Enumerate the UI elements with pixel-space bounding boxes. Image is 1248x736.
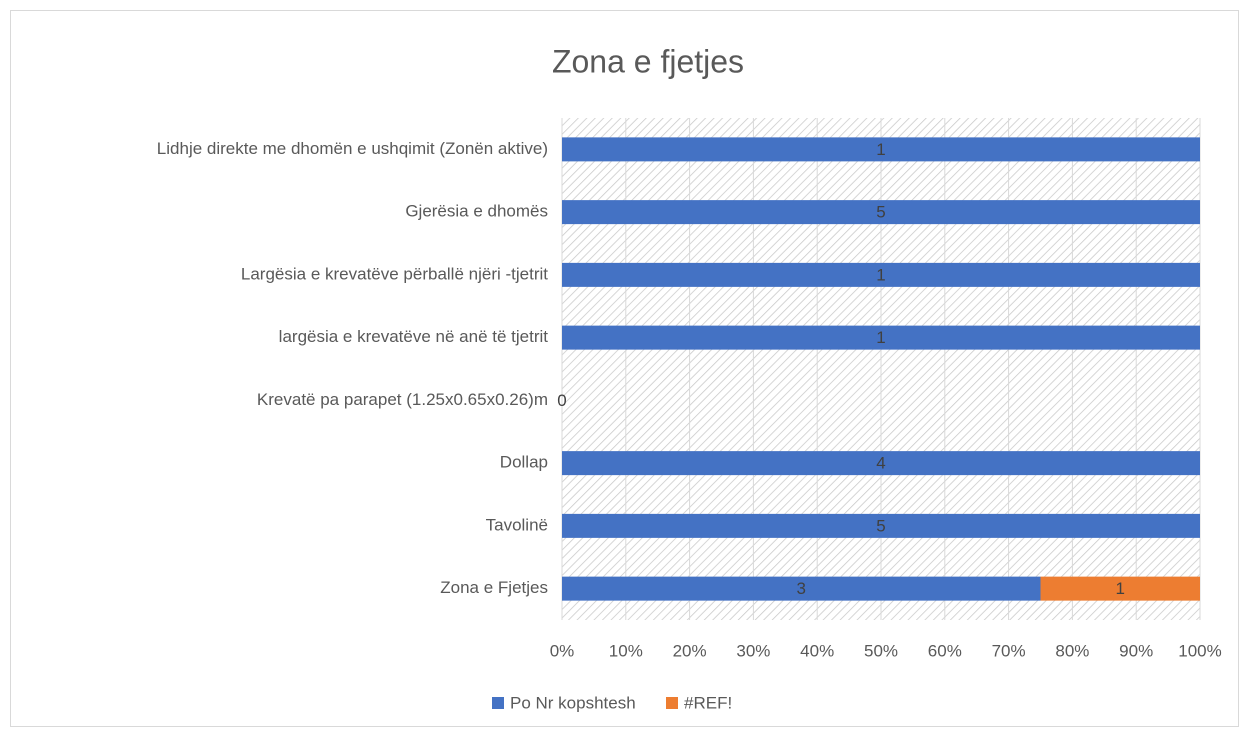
data-label: 3	[797, 579, 806, 598]
x-tick-label: 90%	[1119, 641, 1153, 660]
data-label: 1	[1116, 579, 1125, 598]
x-tick-label: 50%	[864, 641, 898, 660]
x-tick-label: 70%	[992, 641, 1026, 660]
x-tick-label: 40%	[800, 641, 834, 660]
bar	[562, 262, 1200, 287]
data-label: 1	[876, 265, 885, 284]
bar	[1040, 576, 1200, 601]
bar	[562, 200, 1200, 225]
y-tick-label: largësia e krevatëve në anë të tjetrit	[279, 327, 549, 346]
x-tick-label: 10%	[609, 641, 643, 660]
data-label: 1	[876, 140, 885, 159]
y-tick-label: Krevatë pa parapet (1.25x0.65x0.26)m	[257, 390, 548, 409]
data-label: 5	[876, 516, 885, 535]
y-tick-label: Gjerësia e dhomës	[405, 202, 548, 221]
legend-swatch	[666, 697, 678, 709]
data-label: 5	[876, 203, 885, 222]
bar	[562, 576, 1041, 601]
x-tick-label: 80%	[1055, 641, 1089, 660]
data-label: 4	[876, 454, 885, 473]
bar	[562, 451, 1200, 476]
bar	[562, 137, 1200, 162]
legend-swatch	[492, 697, 504, 709]
y-tick-label: Zona e Fjetjes	[440, 578, 548, 597]
y-tick-label: Lidhje direkte me dhomën e ushqimit (Zon…	[157, 139, 548, 158]
chart-title: Zona e fjetjes	[552, 43, 744, 79]
y-tick-label: Tavolinë	[486, 515, 548, 534]
x-tick-label: 0%	[550, 641, 575, 660]
y-tick-label: Dollap	[500, 453, 548, 472]
x-tick-label: 20%	[673, 641, 707, 660]
y-tick-label: Largësia e krevatëve përballë njëri -tje…	[241, 264, 548, 283]
legend-label: Po Nr kopshtesh	[510, 693, 636, 712]
x-tick-label: 100%	[1178, 641, 1221, 660]
x-tick-label: 60%	[928, 641, 962, 660]
legend-label: #REF!	[684, 693, 732, 712]
bar	[562, 325, 1200, 350]
data-label: 1	[876, 328, 885, 347]
data-label: 0	[557, 391, 566, 410]
x-tick-label: 30%	[736, 641, 770, 660]
bar	[562, 513, 1200, 538]
